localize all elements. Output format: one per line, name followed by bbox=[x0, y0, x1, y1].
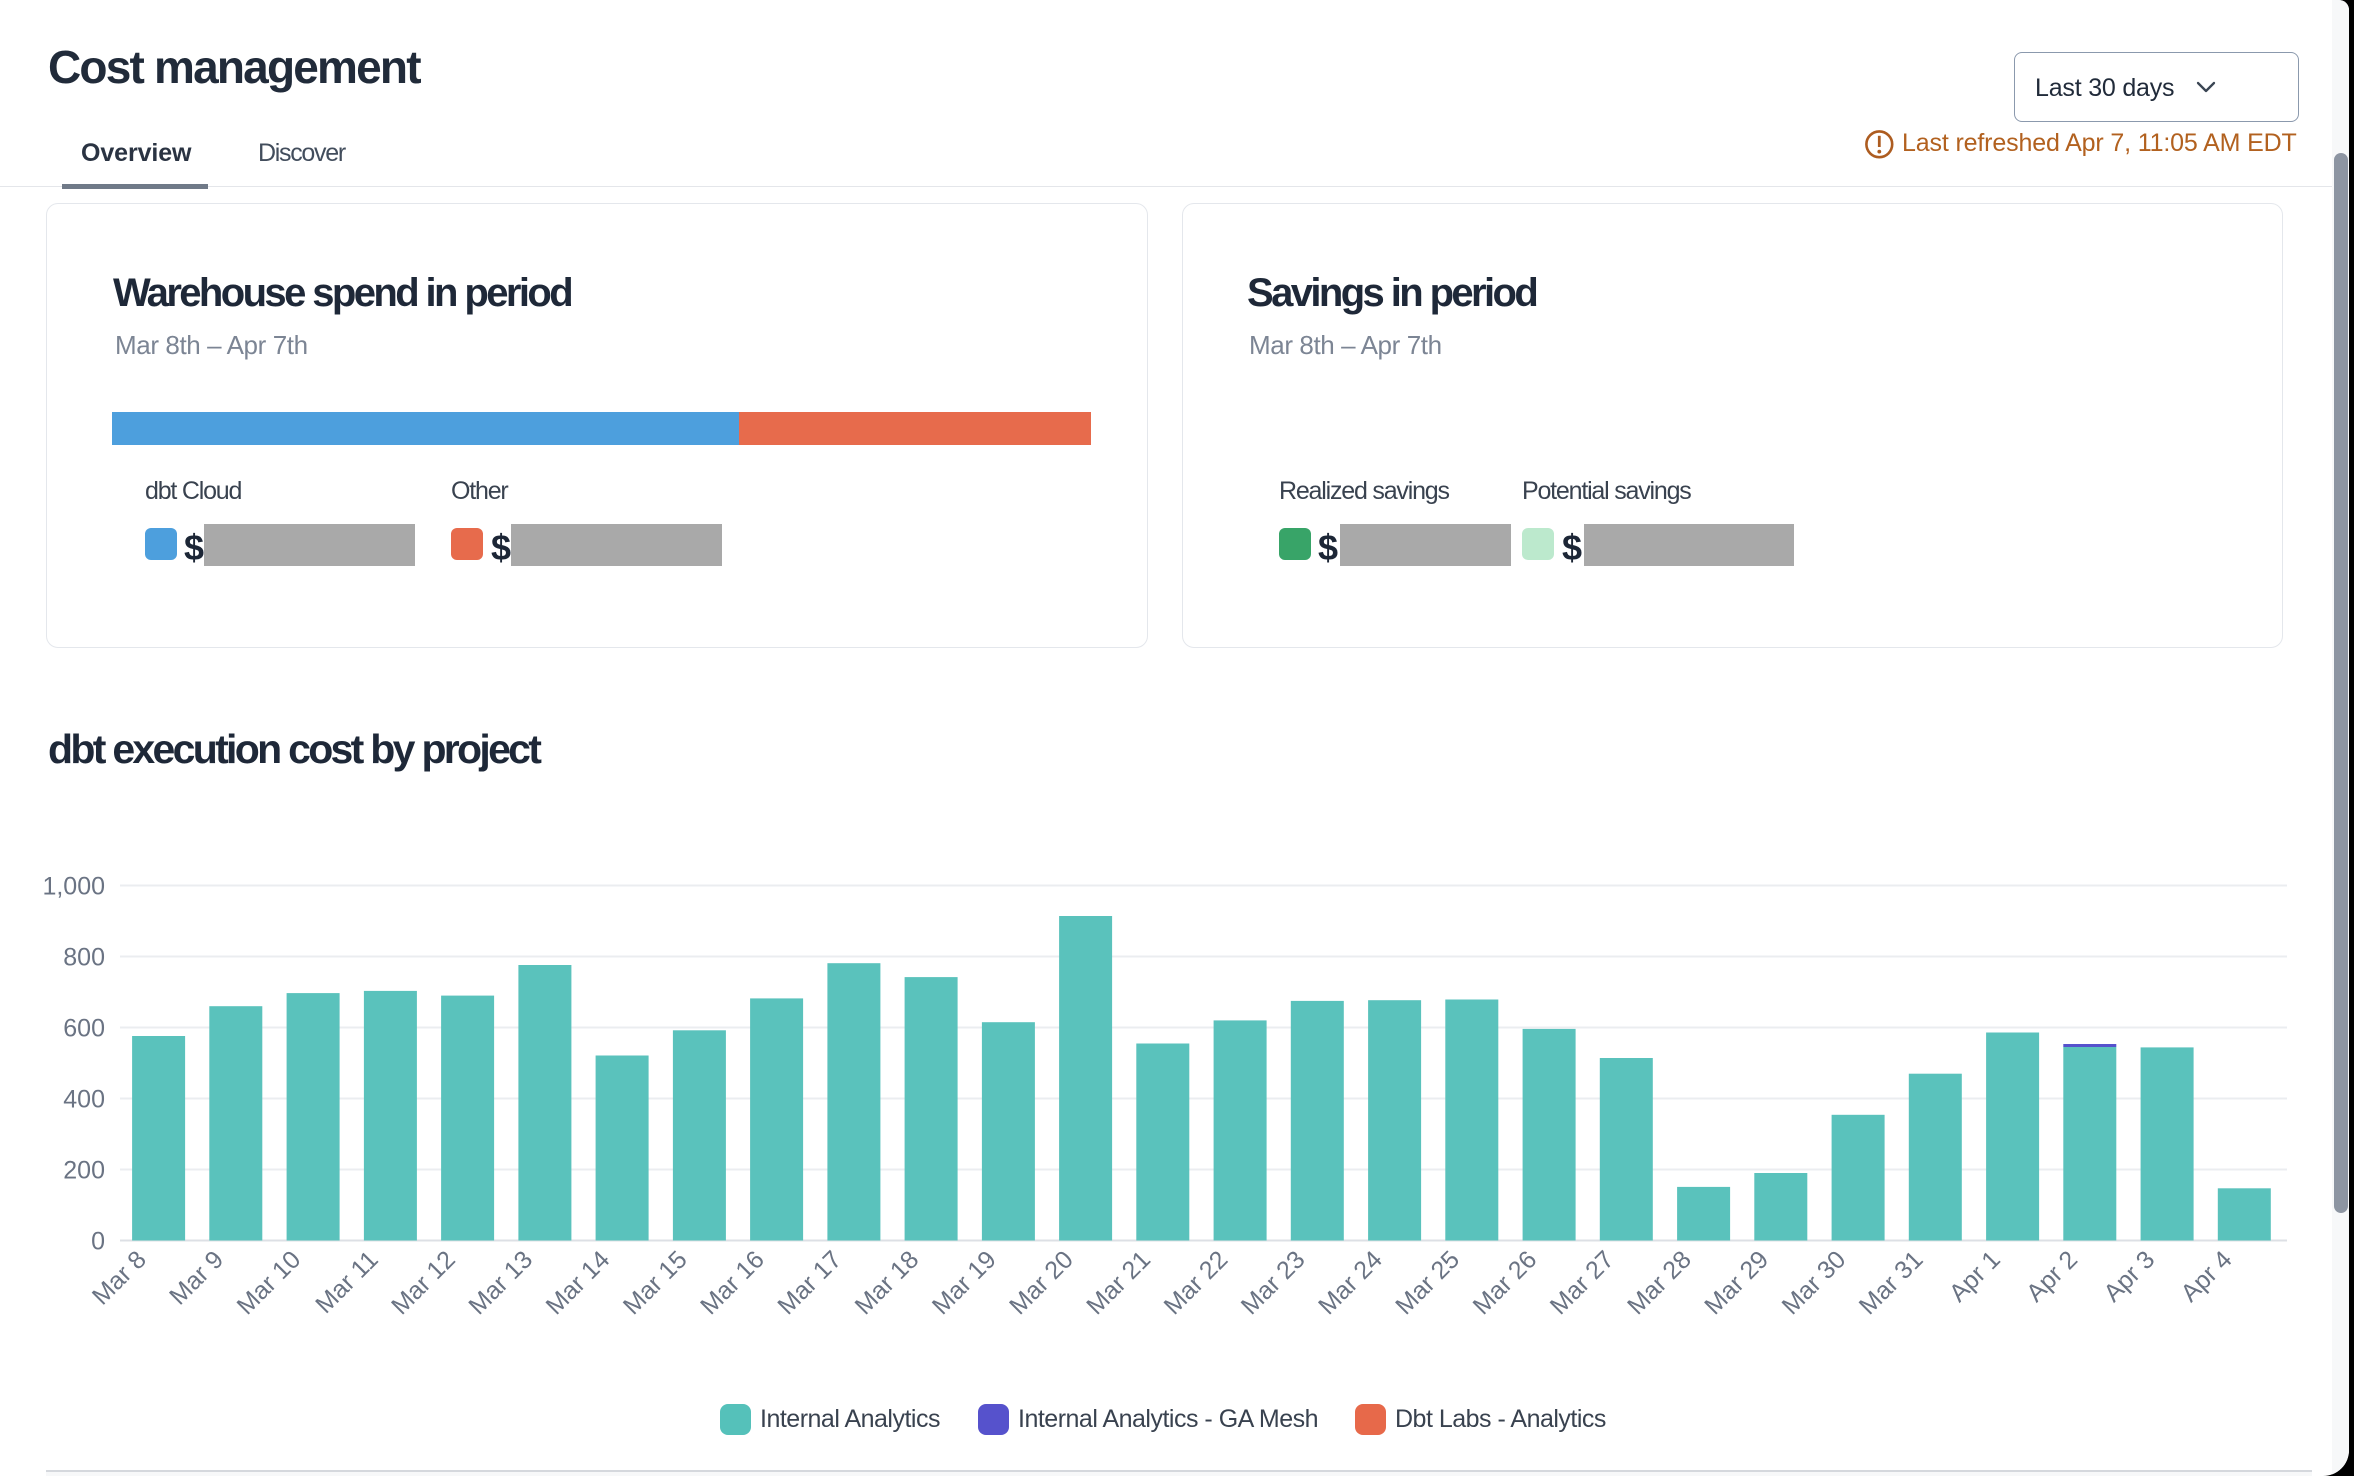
svg-text:Mar 29: Mar 29 bbox=[1699, 1245, 1774, 1320]
svg-text:Mar 26: Mar 26 bbox=[1468, 1245, 1543, 1320]
svg-text:Apr 3: Apr 3 bbox=[2098, 1245, 2160, 1307]
svg-text:Mar 9: Mar 9 bbox=[164, 1245, 229, 1310]
svg-text:Mar 19: Mar 19 bbox=[927, 1245, 1002, 1320]
svg-text:400: 400 bbox=[63, 1086, 105, 1114]
svg-text:0: 0 bbox=[91, 1228, 105, 1256]
svg-text:Apr 1: Apr 1 bbox=[1944, 1245, 2006, 1307]
svg-text:Mar 10: Mar 10 bbox=[232, 1245, 307, 1320]
svg-text:Apr 4: Apr 4 bbox=[2175, 1245, 2237, 1307]
svg-text:Mar 11: Mar 11 bbox=[310, 1245, 384, 1319]
svg-text:Mar 31: Mar 31 bbox=[1854, 1245, 1929, 1320]
svg-text:Mar 23: Mar 23 bbox=[1236, 1245, 1311, 1320]
svg-text:Mar 13: Mar 13 bbox=[463, 1245, 538, 1320]
svg-text:Mar 17: Mar 17 bbox=[772, 1245, 847, 1320]
svg-text:Mar 20: Mar 20 bbox=[1004, 1245, 1079, 1320]
svg-text:Mar 27: Mar 27 bbox=[1545, 1245, 1620, 1320]
svg-text:Mar 15: Mar 15 bbox=[618, 1245, 693, 1320]
svg-text:Mar 24: Mar 24 bbox=[1313, 1245, 1388, 1320]
svg-text:Mar 21: Mar 21 bbox=[1081, 1245, 1156, 1320]
svg-text:Mar 16: Mar 16 bbox=[695, 1245, 770, 1320]
svg-text:Mar 12: Mar 12 bbox=[386, 1245, 461, 1320]
svg-text:800: 800 bbox=[63, 944, 105, 972]
svg-text:Mar 22: Mar 22 bbox=[1159, 1245, 1234, 1320]
svg-text:Mar 14: Mar 14 bbox=[541, 1245, 616, 1320]
svg-text:1,000: 1,000 bbox=[42, 873, 105, 901]
svg-text:Mar 25: Mar 25 bbox=[1390, 1245, 1465, 1320]
svg-text:Mar 28: Mar 28 bbox=[1622, 1245, 1697, 1320]
svg-text:200: 200 bbox=[63, 1157, 105, 1185]
svg-text:Mar 30: Mar 30 bbox=[1777, 1245, 1852, 1320]
svg-text:600: 600 bbox=[63, 1015, 105, 1043]
svg-text:Apr 2: Apr 2 bbox=[2021, 1245, 2083, 1307]
svg-text:Mar 18: Mar 18 bbox=[850, 1245, 925, 1320]
